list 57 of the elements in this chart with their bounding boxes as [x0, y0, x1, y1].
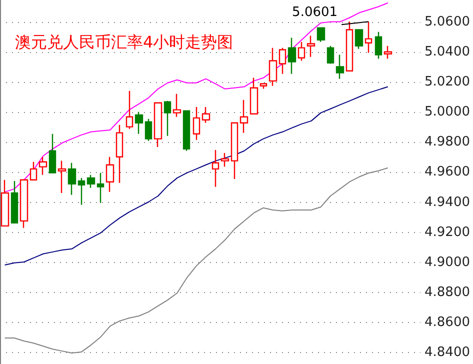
y-tick-label: 5.0400 — [424, 44, 470, 60]
candlestick — [20, 179, 28, 228]
line-series — [4, 2, 388, 192]
y-tick-label: 4.9200 — [424, 224, 470, 240]
candlestick — [212, 149, 220, 188]
y-tick-label: 4.9000 — [424, 254, 470, 270]
candlestick — [230, 122, 238, 180]
line-series — [4, 86, 388, 266]
candlestick — [10, 180, 18, 224]
y-tick-label: 4.8400 — [424, 345, 470, 360]
candlestick — [182, 110, 190, 152]
candlestick — [202, 106, 210, 124]
candlestick — [154, 102, 162, 148]
candlestick — [384, 45, 392, 60]
candlestick — [364, 21, 372, 54]
y-tick-label: 4.8800 — [424, 285, 470, 300]
candlestick — [172, 93, 182, 118]
candlestick — [38, 156, 48, 176]
candlestick — [58, 160, 66, 194]
candlestick — [374, 31, 382, 60]
candlestick — [0, 179, 10, 227]
candlestick — [336, 54, 344, 80]
y-tick-label: 4.9400 — [424, 194, 470, 210]
text: 澳元兑人民币汇率4小时走势图 — [15, 32, 234, 52]
candlestick — [106, 156, 114, 193]
candlestick — [260, 83, 268, 90]
candlestick — [68, 162, 76, 196]
candlestick — [250, 77, 258, 114]
y-tick-label: 4.9600 — [424, 164, 470, 180]
candlestick — [48, 133, 56, 174]
candlestick — [240, 99, 248, 134]
y-tick-label: 4.8600 — [424, 315, 470, 330]
candlestick — [288, 37, 296, 74]
candlestick — [306, 35, 316, 58]
candlestick — [192, 106, 200, 140]
candlestick — [268, 47, 278, 86]
candlestick — [30, 161, 38, 180]
candlestick — [298, 41, 306, 62]
candlestick — [346, 21, 354, 72]
candlestick — [126, 90, 134, 130]
candlestick — [116, 124, 124, 184]
candlestick — [316, 27, 326, 42]
candlestick — [354, 29, 364, 50]
candlestick — [278, 47, 286, 74]
candlestick — [144, 118, 152, 142]
y-tick-label: 5.0000 — [424, 104, 470, 120]
annotation: 5.0601 — [292, 5, 338, 20]
candlestick — [134, 111, 144, 134]
candlestick — [220, 152, 230, 168]
y-tick-label: 4.9800 — [424, 134, 470, 150]
y-tick-label: 5.0200 — [424, 74, 470, 90]
candlestick — [326, 45, 334, 64]
candlestick — [96, 172, 104, 204]
candlestick — [86, 174, 96, 188]
y-tick-label: 5.0600 — [424, 14, 470, 30]
candlestick — [164, 100, 172, 136]
candlestick — [78, 177, 86, 206]
